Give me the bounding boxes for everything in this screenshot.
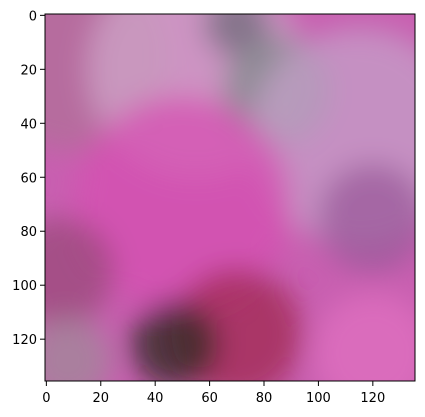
x-tick-label: 80 bbox=[256, 391, 273, 406]
heatmap-region-right-purple-shadow bbox=[318, 163, 415, 273]
heatmap-region-center-magenta bbox=[73, 95, 292, 314]
y-tick-label: 80 bbox=[20, 225, 37, 240]
x-tick-label: 120 bbox=[360, 391, 385, 406]
x-tick-label: 100 bbox=[306, 391, 331, 406]
y-tick-label: 100 bbox=[12, 279, 37, 294]
heatmap-region-lower-right-pink bbox=[312, 292, 415, 381]
y-tick-label: 20 bbox=[20, 63, 37, 78]
y-tick-label: 60 bbox=[20, 171, 37, 186]
plot-frame bbox=[44, 13, 416, 382]
y-tick-label: 120 bbox=[12, 333, 37, 348]
heatmap-region-lower-dark-green bbox=[130, 301, 218, 381]
x-tick-label: 0 bbox=[42, 391, 50, 406]
x-tick-label: 40 bbox=[147, 391, 164, 406]
y-axis: 0 20 40 60 80 100 120 bbox=[12, 9, 45, 348]
x-tick-label: 20 bbox=[92, 391, 109, 406]
y-tick-label: 0 bbox=[29, 9, 37, 24]
heatmap-region-lower-left-gray bbox=[45, 317, 112, 381]
heatmap-region-left-dark-mauve bbox=[45, 217, 115, 327]
y-tick-label: 40 bbox=[20, 117, 37, 132]
x-tick-label: 60 bbox=[201, 391, 218, 406]
x-axis: 0 20 40 60 80 100 120 bbox=[42, 381, 385, 406]
